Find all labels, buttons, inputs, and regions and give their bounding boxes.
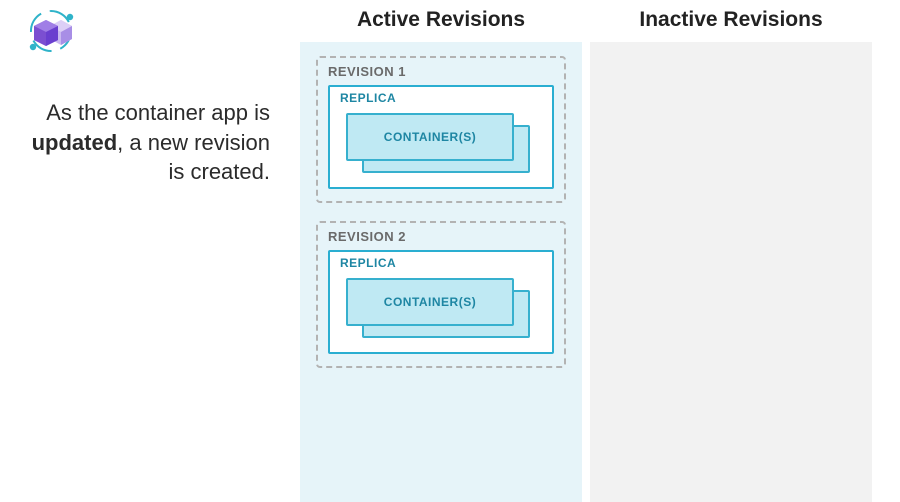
inactive-column: Inactive Revisions [590,0,872,502]
revision-label: REVISION 2 [328,229,554,244]
active-column: Active Revisions REVISION 1 REPLICA CONT… [300,0,582,502]
active-column-body: REVISION 1 REPLICA CONTAINER(S) REVISION… [300,42,582,502]
description-text: As the container app is updated, a new r… [30,98,270,187]
container-label: CONTAINER(S) [384,295,476,309]
description-bold: updated [32,130,118,155]
inactive-column-body [590,42,872,502]
columns-container: Active Revisions REVISION 1 REPLICA CONT… [300,0,872,502]
container-apps-icon [18,5,80,57]
containers-stack: CONTAINER(S) [346,113,542,173]
replica-label: REPLICA [340,91,542,105]
description-post: , a new revision is created. [117,130,270,185]
replica-box: REPLICA CONTAINER(S) [328,85,554,189]
revision-box: REVISION 2 REPLICA CONTAINER(S) [316,221,566,368]
active-column-title: Active Revisions [300,0,582,42]
description-pre: As the container app is [46,100,270,125]
revision-label: REVISION 1 [328,64,554,79]
inactive-column-title: Inactive Revisions [590,0,872,42]
container-box-front: CONTAINER(S) [346,278,514,326]
revision-box: REVISION 1 REPLICA CONTAINER(S) [316,56,566,203]
container-label: CONTAINER(S) [384,130,476,144]
container-box-front: CONTAINER(S) [346,113,514,161]
replica-box: REPLICA CONTAINER(S) [328,250,554,354]
containers-stack: CONTAINER(S) [346,278,542,338]
replica-label: REPLICA [340,256,542,270]
